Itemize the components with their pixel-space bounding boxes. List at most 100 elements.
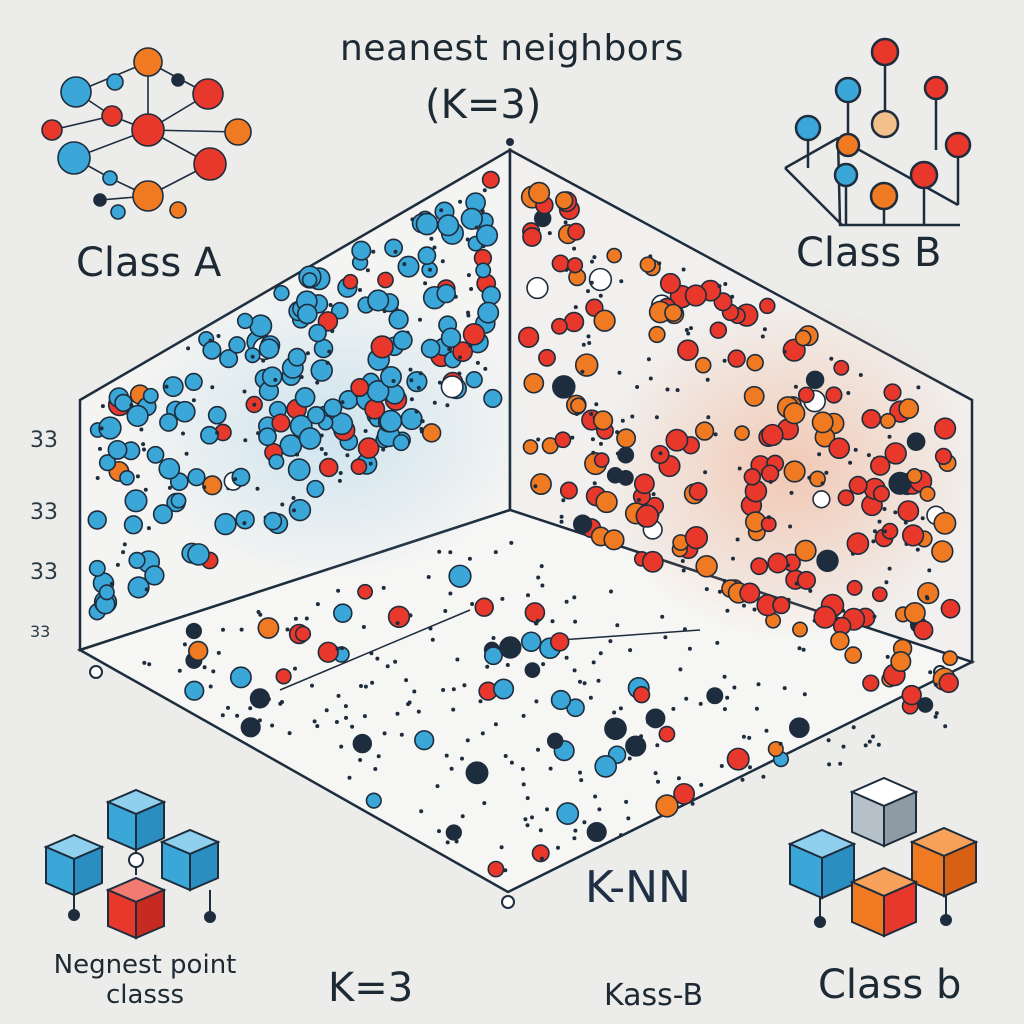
scatter-point bbox=[268, 453, 285, 470]
scatter-point bbox=[474, 225, 479, 230]
scatter-point bbox=[249, 688, 270, 709]
scatter-point bbox=[606, 247, 623, 264]
nearest-point-cubes-icon bbox=[43, 788, 221, 940]
scatter-point bbox=[208, 684, 213, 689]
scatter-point bbox=[789, 490, 794, 495]
scatter-point bbox=[561, 498, 566, 503]
scatter-point bbox=[635, 504, 659, 528]
scatter-point bbox=[310, 683, 314, 688]
scatter-point bbox=[235, 509, 255, 530]
corner-foot-top bbox=[506, 138, 514, 146]
scatter-point bbox=[523, 372, 545, 394]
scatter-point bbox=[920, 516, 925, 521]
scatter-point bbox=[440, 375, 464, 399]
scatter-point bbox=[783, 460, 806, 483]
scatter-point bbox=[340, 646, 344, 651]
scatter-point bbox=[754, 706, 759, 711]
scatter-point bbox=[144, 587, 149, 592]
scatter-point bbox=[121, 550, 126, 555]
scatter-point bbox=[258, 427, 277, 447]
scatter-point bbox=[816, 549, 839, 572]
scatter-point bbox=[588, 695, 593, 700]
scatter-point bbox=[99, 426, 104, 431]
scatter-point bbox=[573, 828, 578, 833]
scatter-point bbox=[503, 754, 508, 758]
scatter-point bbox=[158, 457, 181, 480]
scatter-point bbox=[722, 674, 727, 679]
scatter-point bbox=[330, 329, 335, 334]
scatter-point bbox=[273, 284, 290, 302]
scatter-point bbox=[458, 355, 462, 360]
scatter-point bbox=[296, 303, 318, 325]
scatter-point bbox=[294, 387, 316, 408]
scatter-point bbox=[392, 330, 413, 351]
scatter-point bbox=[432, 400, 437, 405]
scatter-point bbox=[887, 566, 892, 571]
scatter-point bbox=[627, 756, 632, 761]
scatter-point bbox=[901, 684, 922, 706]
scatter-point bbox=[547, 231, 552, 236]
scatter-point bbox=[673, 782, 696, 805]
scatter-point bbox=[872, 529, 877, 534]
scatter-point bbox=[393, 659, 398, 664]
scatter-point bbox=[187, 543, 210, 566]
scatter-point bbox=[414, 730, 435, 751]
scatter-point bbox=[312, 719, 317, 724]
scatter-point bbox=[552, 375, 576, 399]
scatter-point bbox=[767, 552, 789, 574]
scatter-point bbox=[722, 707, 727, 712]
scatter-point bbox=[382, 731, 387, 736]
scatter-point bbox=[440, 259, 445, 264]
scatter-point bbox=[444, 753, 449, 758]
scatter-point bbox=[202, 485, 207, 490]
scatter-point bbox=[350, 458, 368, 476]
scatter-point bbox=[417, 246, 437, 265]
scatter-point bbox=[522, 439, 539, 455]
scatter-point bbox=[599, 441, 603, 446]
scatter-point bbox=[395, 621, 400, 626]
scatter-point bbox=[759, 297, 776, 315]
scatter-point bbox=[385, 664, 390, 669]
scatter-point bbox=[546, 732, 564, 750]
scatter-point bbox=[304, 616, 309, 621]
scatter-point bbox=[447, 347, 452, 352]
scatter-point bbox=[694, 356, 712, 374]
scatter-point bbox=[505, 663, 510, 667]
scatter-point bbox=[242, 389, 247, 394]
scatter-point bbox=[742, 603, 746, 608]
scatter-point bbox=[578, 770, 582, 775]
scatter-point bbox=[727, 349, 746, 368]
scatter-point bbox=[573, 619, 578, 624]
scatter-point bbox=[925, 596, 930, 601]
scatter-point bbox=[475, 224, 499, 247]
scatter-point bbox=[866, 453, 871, 458]
scatter-point bbox=[474, 597, 494, 617]
scatter-point bbox=[359, 684, 363, 688]
scatter-point bbox=[656, 779, 660, 784]
scatter-point bbox=[384, 238, 404, 258]
scatter-point bbox=[236, 312, 254, 330]
scatter-point bbox=[603, 529, 625, 551]
scatter-point bbox=[574, 353, 599, 377]
scatter-point bbox=[933, 417, 957, 440]
scatter-point bbox=[872, 614, 877, 619]
scatter-point bbox=[185, 622, 202, 640]
scatter-point bbox=[846, 532, 870, 555]
scatter-point bbox=[242, 521, 247, 526]
scatter-point bbox=[570, 435, 575, 440]
scatter-point bbox=[481, 285, 501, 306]
scatter-point bbox=[146, 526, 151, 531]
scatter-point bbox=[846, 579, 863, 596]
scatter-point bbox=[249, 314, 273, 338]
scatter-point bbox=[526, 276, 549, 300]
scatter-point bbox=[454, 839, 459, 844]
scatter-point bbox=[554, 191, 574, 210]
scatter-point bbox=[287, 458, 311, 482]
scatter-point bbox=[330, 301, 349, 320]
scatter-point bbox=[550, 619, 555, 624]
scatter-point bbox=[337, 478, 342, 483]
scatter-point bbox=[255, 486, 260, 491]
scatter-point bbox=[144, 565, 165, 586]
scatter-point bbox=[487, 860, 505, 878]
scatter-point bbox=[762, 327, 767, 332]
